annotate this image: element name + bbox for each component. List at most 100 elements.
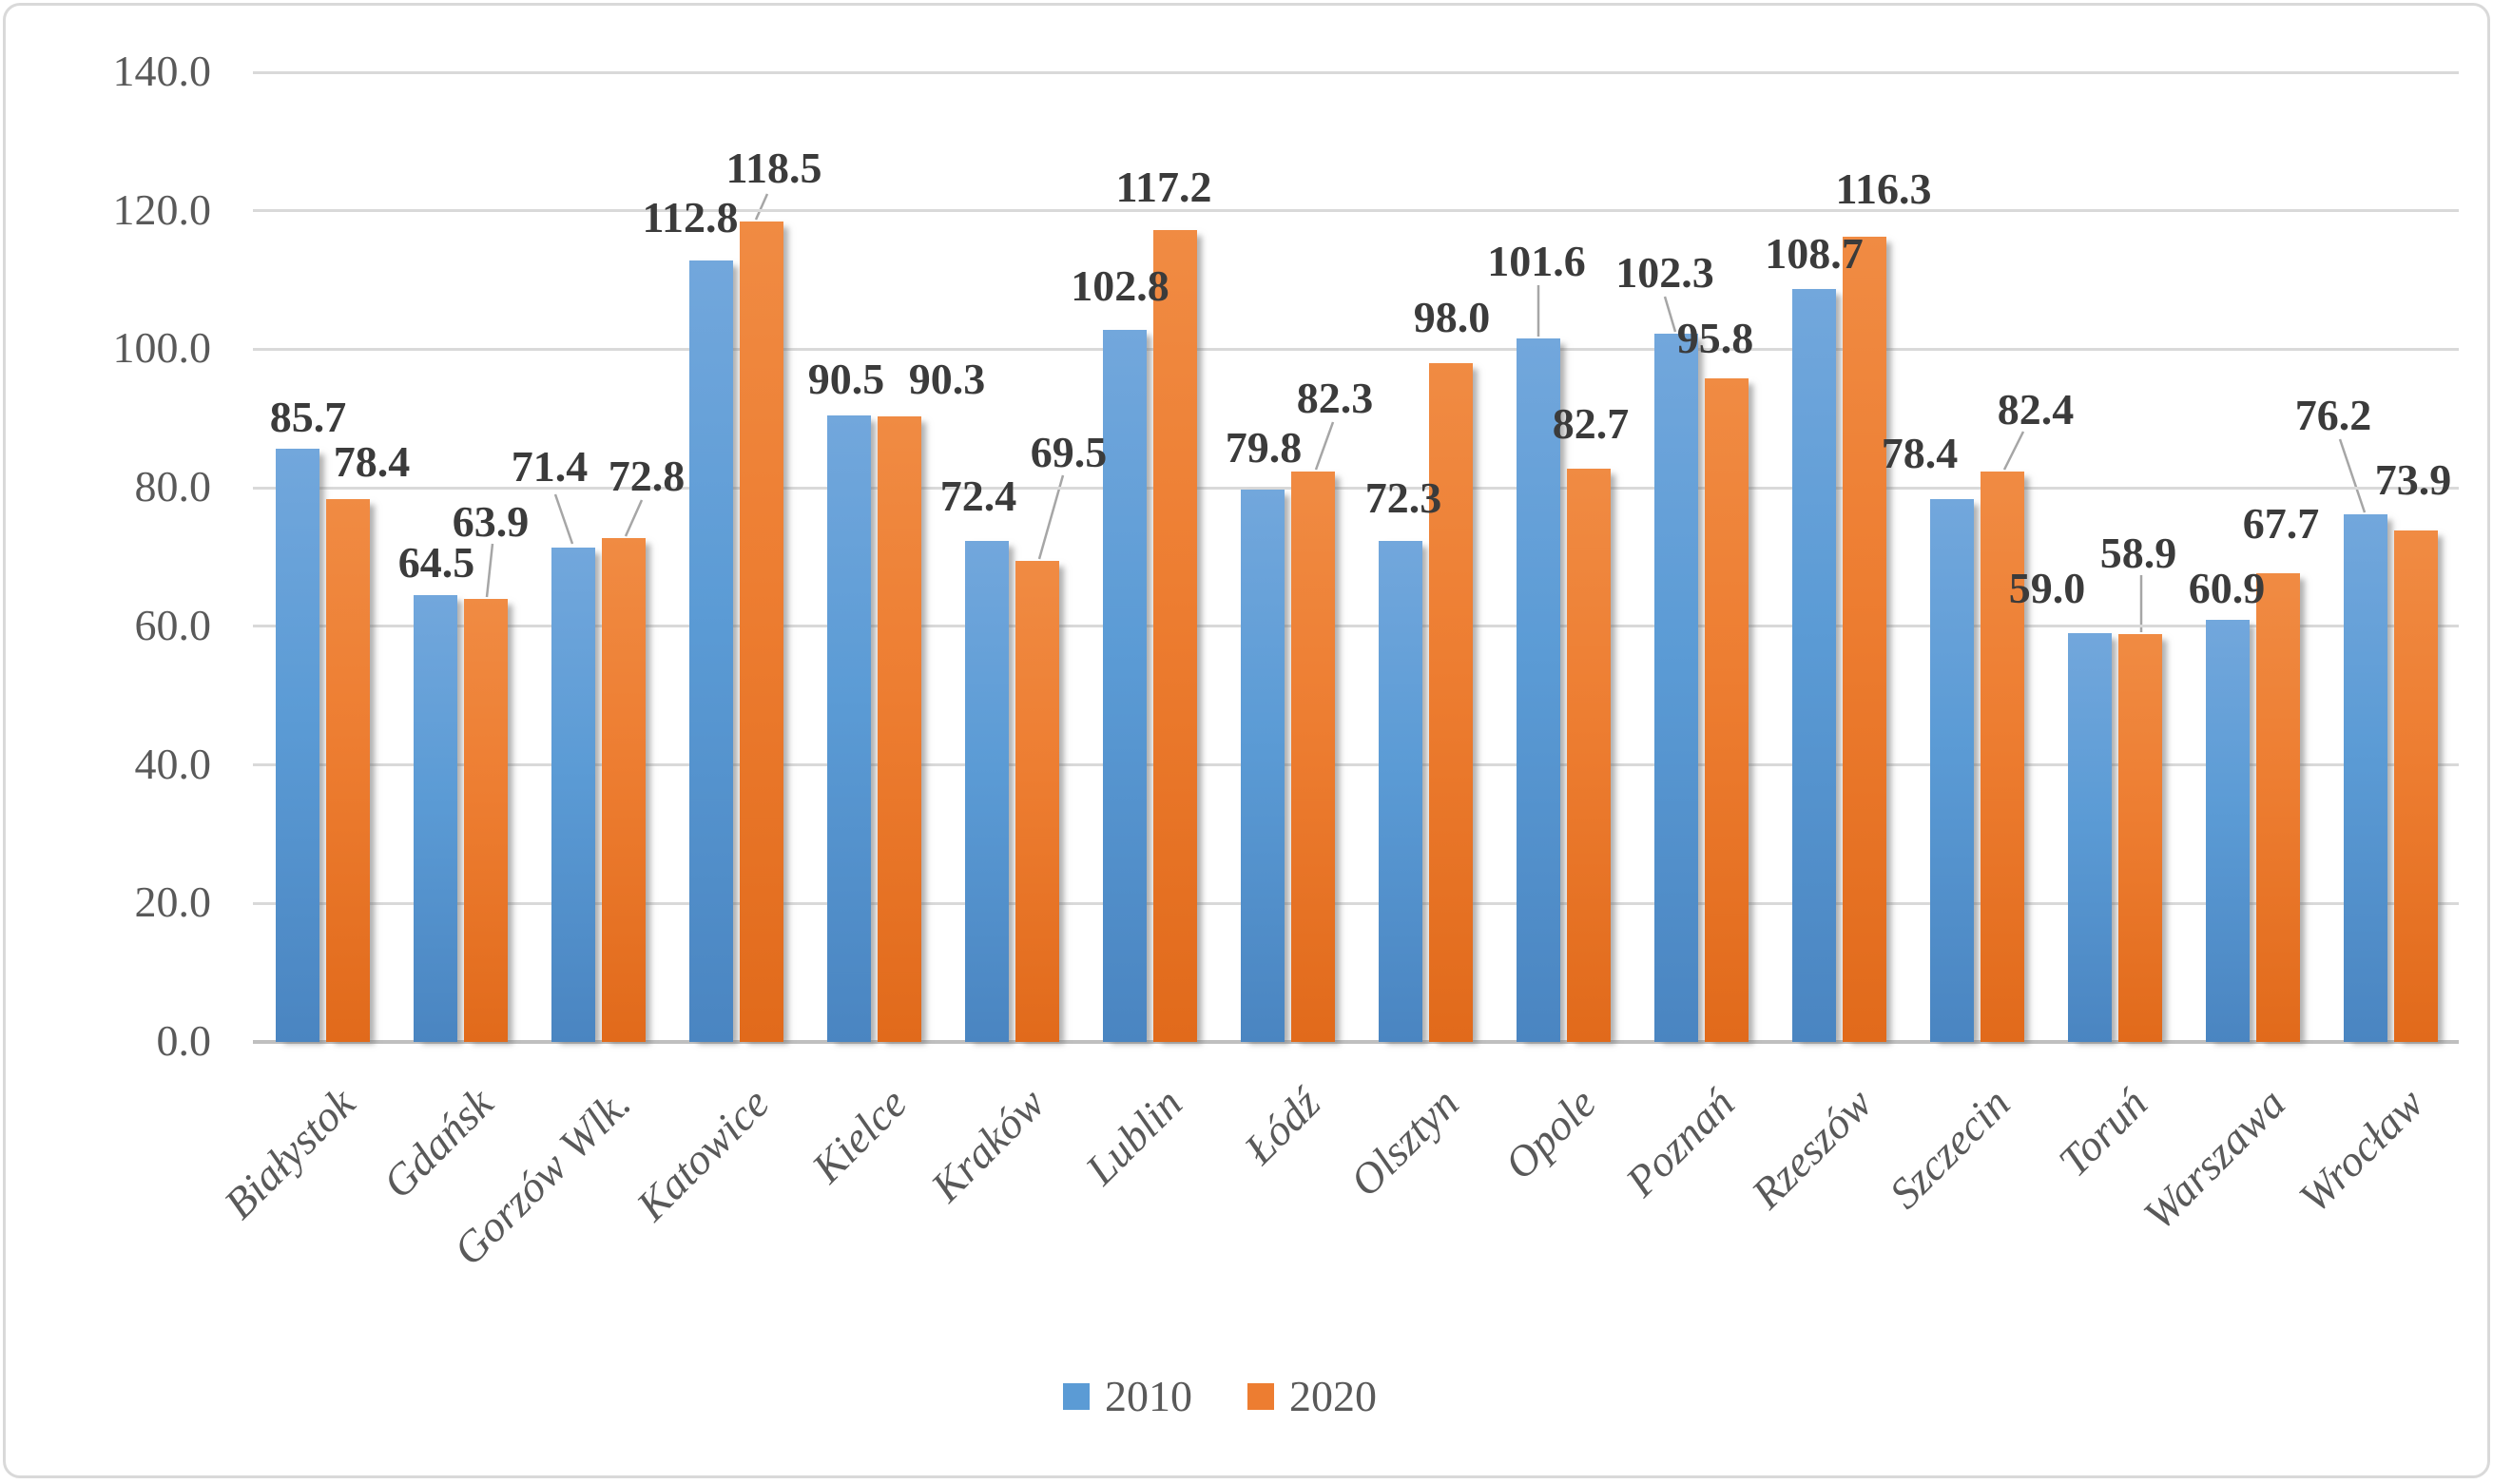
y-tick-80: 80.0	[134, 462, 212, 511]
bar-2020-c13	[2118, 633, 2162, 1042]
y-tick-60: 60.0	[134, 600, 212, 649]
bar-2020-c5	[1015, 560, 1059, 1042]
x-label-c6: Lublin	[1076, 1078, 1192, 1194]
legend-label-2020: 2020	[1289, 1372, 1377, 1420]
legend-swatch-2020	[1247, 1383, 1274, 1410]
x-label-c9: Opole	[1495, 1078, 1606, 1189]
value-label-2020-c8: 98.0	[1413, 293, 1491, 341]
x-label-c7: Łódź	[1234, 1078, 1330, 1173]
value-label-2010-c0: 85.7	[269, 393, 347, 441]
x-label-c0: Białystok	[215, 1078, 365, 1228]
gridline-140	[253, 70, 2459, 74]
bar-2020-c3	[740, 221, 783, 1042]
bar-2010-c1	[414, 595, 457, 1042]
gridline-120	[253, 209, 2459, 213]
gridline-100	[253, 347, 2459, 351]
y-tick-140: 140.0	[112, 47, 212, 95]
value-label-2020-c1: 63.9	[452, 497, 530, 546]
bar-2010-c2	[551, 547, 595, 1042]
value-label-2010-c11: 108.7	[1765, 229, 1864, 278]
bar-2010-c8	[1379, 541, 1422, 1042]
bar-2020-c12	[1981, 471, 2024, 1042]
value-label-2010-c7: 79.8	[1225, 423, 1303, 472]
bar-2010-c11	[1792, 289, 1836, 1042]
bar-2010-c9	[1517, 337, 1560, 1042]
bar-2020-c2	[602, 537, 646, 1042]
x-label-c13: Toruń	[2049, 1078, 2157, 1186]
x-label-c5: Kraków	[921, 1078, 1054, 1211]
bar-2020-c0	[326, 498, 370, 1042]
bar-2020-c7	[1291, 472, 1335, 1042]
bar-2020-c10	[1705, 378, 1749, 1042]
x-label-c4: Kielce	[802, 1078, 917, 1192]
x-label-c11: Rzeszów	[1741, 1078, 1882, 1218]
legend-item-2010: 2010	[1063, 1375, 1192, 1418]
x-label-c10: Poznań	[1615, 1078, 1744, 1206]
value-label-2020-c3: 118.5	[725, 144, 822, 192]
x-label-c12: Szczecin	[1879, 1078, 2020, 1218]
gridline-20	[253, 901, 2459, 905]
x-label-c14: Warszawa	[2134, 1078, 2295, 1240]
gridline-80	[253, 486, 2459, 490]
legend-item-2020: 2020	[1247, 1375, 1377, 1418]
bar-2020-c15	[2394, 530, 2438, 1042]
value-label-2010-c4: 90.5	[807, 355, 885, 403]
value-label-2020-c14: 67.7	[2242, 499, 2320, 548]
x-label-c1: Gdańsk	[373, 1078, 503, 1208]
value-label-2010-c3: 112.8	[642, 193, 739, 241]
value-label-2020-c2: 72.8	[608, 452, 686, 500]
value-label-2020-c15: 73.9	[2374, 455, 2452, 504]
value-label-2020-c13: 58.9	[2099, 529, 2177, 577]
y-tick-20: 20.0	[134, 877, 212, 927]
bar-2010-c5	[965, 540, 1009, 1042]
value-label-2010-c13: 59.0	[2008, 564, 2086, 612]
y-tick-0: 0.0	[156, 1016, 212, 1065]
value-label-2010-c14: 60.9	[2188, 564, 2266, 612]
bar-2020-c8	[1429, 363, 1473, 1042]
x-axis-line	[253, 1040, 2459, 1044]
value-label-2020-c5: 69.5	[1030, 428, 1108, 476]
value-label-2010-c1: 64.5	[397, 538, 475, 587]
bar-2010-c12	[1930, 498, 1974, 1042]
bar-2010-c13	[2068, 633, 2112, 1042]
y-tick-100: 100.0	[112, 323, 212, 373]
bar-2010-c3	[689, 260, 733, 1042]
value-label-2020-c12: 82.4	[1997, 385, 2075, 434]
value-label-2020-c11: 116.3	[1835, 164, 1932, 213]
value-label-2020-c10: 95.8	[1676, 314, 1754, 362]
value-label-2020-c6: 117.2	[1115, 163, 1212, 211]
value-label-2020-c9: 82.7	[1552, 399, 1630, 448]
bar-2010-c15	[2344, 513, 2387, 1042]
bar-2010-c4	[827, 414, 871, 1042]
value-label-2010-c10: 102.3	[1615, 248, 1714, 297]
bar-2020-c14	[2256, 572, 2300, 1042]
value-label-2010-c15: 76.2	[2294, 391, 2372, 439]
bar-2020-c4	[878, 416, 921, 1042]
value-label-2020-c4: 90.3	[908, 355, 986, 403]
bar-2010-c10	[1654, 333, 1698, 1042]
value-label-2020-c0: 78.4	[333, 437, 411, 486]
gridline-40	[253, 763, 2459, 767]
bar-2020-c6	[1153, 230, 1197, 1042]
bar-2010-c0	[276, 448, 319, 1042]
bar-2020-c1	[464, 599, 508, 1042]
legend: 2010 2020	[6, 1375, 2487, 1418]
legend-label-2010: 2010	[1105, 1372, 1192, 1420]
x-label-c3: Katowice	[627, 1078, 779, 1230]
leader-line-2020-c2	[624, 499, 644, 537]
bar-2010-c14	[2206, 620, 2250, 1042]
gridline-60	[253, 625, 2459, 628]
bar-2010-c6	[1103, 330, 1147, 1042]
bar-2020-c11	[1843, 236, 1886, 1042]
value-label-2020-c7: 82.3	[1296, 374, 1374, 422]
x-label-c15: Wrocław	[2289, 1078, 2433, 1223]
bar-2010-c7	[1241, 489, 1285, 1042]
value-label-2010-c6: 102.8	[1071, 261, 1169, 310]
bar-2020-c9	[1567, 469, 1611, 1042]
value-label-2010-c8: 72.3	[1364, 473, 1442, 522]
value-label-2010-c2: 71.4	[511, 442, 589, 491]
value-label-2010-c5: 72.4	[939, 472, 1017, 520]
value-label-2010-c12: 78.4	[1881, 429, 1959, 477]
x-label-c8: Olsztyn	[1340, 1078, 1468, 1206]
value-label-2010-c9: 101.6	[1487, 237, 1586, 285]
